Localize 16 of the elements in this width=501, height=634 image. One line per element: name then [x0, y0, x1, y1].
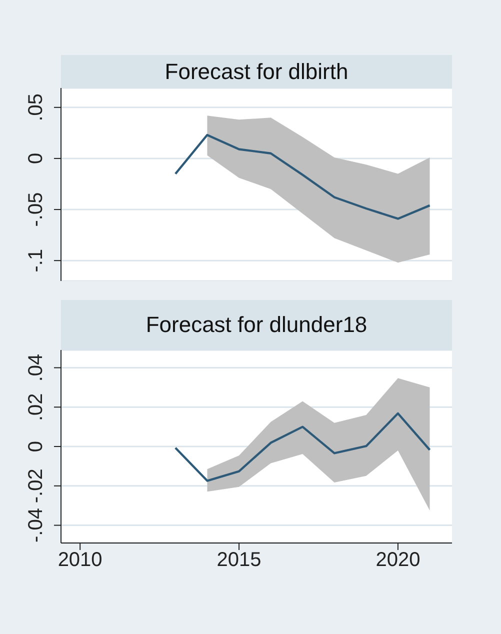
y-tick-label: .02: [25, 393, 47, 422]
x-tick-label: 2015: [216, 549, 262, 572]
x-tick-label: 2010: [58, 549, 102, 572]
y-tick-label: -.04: [25, 508, 47, 543]
y-tick-label: .05: [25, 93, 47, 122]
line-series: [174, 134, 431, 220]
chart-title: Forecast for dlunder18: [61, 300, 452, 350]
y-tick-label: 0: [25, 152, 47, 164]
y-tick-label: -.1: [25, 248, 47, 272]
y-tick-label: -.02: [25, 468, 47, 504]
x-tick-label: 2020: [376, 549, 420, 572]
y-tick-label: 0: [25, 440, 47, 452]
line-series: [174, 412, 431, 482]
y-tick-label: -.05: [25, 192, 47, 227]
chart-title: Forecast for dlbirth: [61, 55, 452, 88]
y-tick-label: .04: [25, 354, 47, 382]
